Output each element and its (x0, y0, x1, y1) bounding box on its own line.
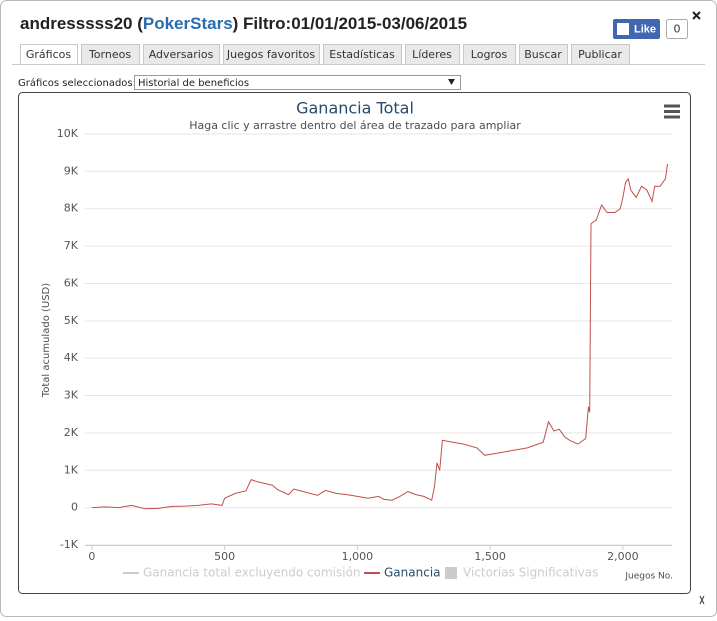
y-tick-label: 10K (57, 127, 79, 140)
tab-label[interactable]: Juegos favoritos (226, 48, 315, 61)
tab[interactable] (571, 44, 630, 65)
plot: -1K 0 1K 2K 3K 4K 5K 6K 7K 8K 9K 10K 0 500 1,000 1,500 2… (57, 127, 672, 563)
chart-subtitle: Haga clic y arrastre dentro del área de … (189, 119, 521, 132)
legend-label[interactable]: Ganancia total excluyendo comisión (143, 566, 361, 580)
y-tick-label: 2K (64, 426, 79, 439)
legend-label[interactable]: Ganancia (384, 566, 441, 580)
like-count-box (666, 19, 688, 39)
menu-icon[interactable] (664, 104, 680, 119)
selector-value[interactable]: Historial de beneficios (138, 78, 249, 89)
tab-label[interactable]: Gráficos (26, 48, 71, 61)
selector-label: Gráficos seleccionados: (18, 77, 136, 89)
selector[interactable] (134, 75, 461, 90)
x-tick-label: 1,000 (342, 550, 374, 563)
y-tick-label: 1K (64, 463, 79, 476)
x-tick-label: 500 (214, 550, 235, 563)
y-tick-label: 7K (64, 239, 79, 252)
y-tick-label: 8K (64, 202, 79, 215)
chart-title: Ganancia Total (296, 99, 414, 118)
series-line (91, 163, 668, 510)
y-axis-label: Total acumulado (USD) (41, 283, 52, 398)
tab-label[interactable]: Buscar (524, 48, 562, 61)
y-tick-label: 5K (64, 314, 79, 327)
tab-label[interactable]: Líderes (412, 48, 452, 61)
x-tick-label: 1,500 (474, 550, 506, 563)
header-title: andresssss20 (PokerStars) Filtro:01/01/2… (20, 14, 467, 33)
tab[interactable] (223, 44, 320, 65)
x-tick-label: 0 (88, 550, 95, 563)
y-tick-label: 3K (64, 389, 79, 402)
like-count: 0 (674, 23, 681, 36)
legend-label[interactable]: Victorias Significativas (463, 566, 598, 580)
legend-symbol[interactable] (445, 567, 457, 579)
filter: ) Filtro:01/01/2015-03/06/2015 (233, 14, 467, 33)
y-tick-label: 0 (71, 501, 78, 514)
y-tick-label: 9K (64, 164, 79, 177)
tab-bar: Gráficos Torneos Adversarios Juegos favorit… (20, 44, 630, 65)
tab-label[interactable]: Publicar (578, 48, 622, 61)
legend: Ganancia total excluyendo comisión Gananc… (123, 566, 598, 580)
tab-label[interactable]: Logros (471, 48, 508, 61)
tab[interactable] (463, 44, 516, 65)
tab-label[interactable]: Torneos (88, 48, 131, 61)
dropdown-arrow (448, 79, 455, 85)
x-tick-label: 2,000 (607, 550, 639, 563)
tab[interactable] (405, 44, 460, 65)
close-icon[interactable] (692, 11, 701, 20)
resize-grip (699, 595, 705, 605)
x-axis-label: Juegos No. (624, 572, 673, 582)
tab[interactable] (519, 44, 568, 65)
tab-label[interactable]: Estadísticas (329, 48, 395, 61)
tab[interactable] (20, 44, 78, 65)
y-tick-label: -1K (60, 538, 79, 551)
tab[interactable] (81, 44, 140, 65)
chart-frame (18, 92, 691, 594)
tab[interactable] (323, 44, 402, 65)
site[interactable]: PokerStars (143, 14, 233, 33)
like-text[interactable]: Like (634, 23, 656, 35)
y-tick-label: 4K (64, 351, 79, 364)
fb-icon (617, 23, 629, 35)
tab-label[interactable]: Adversarios (149, 48, 214, 61)
tab[interactable] (143, 44, 220, 65)
y-tick-label: 6K (64, 276, 79, 289)
user: andresssss20 ( (20, 14, 143, 33)
